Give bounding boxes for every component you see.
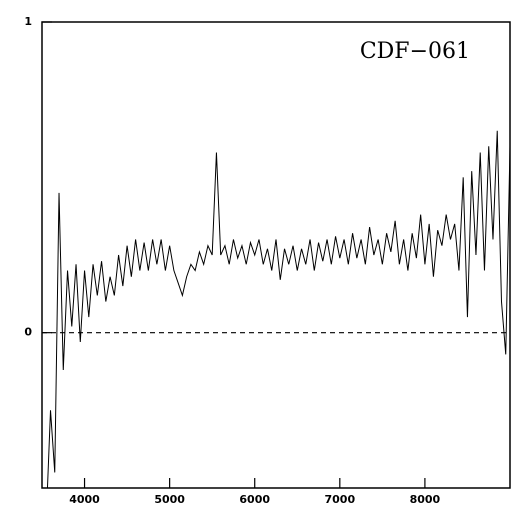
- y-tick-label: 0: [24, 326, 32, 339]
- plot-frame: [41, 21, 511, 489]
- annotation: CDF−061: [360, 39, 470, 64]
- x-tick-label: 6000: [239, 493, 270, 506]
- spectrum-line: [46, 130, 510, 488]
- x-tick-label: 5000: [154, 493, 185, 506]
- x-tick-label: 4000: [69, 493, 100, 506]
- x-tick-label: 7000: [325, 493, 356, 506]
- y-tick-label: 1: [24, 15, 32, 28]
- x-tick-label: 8000: [410, 493, 441, 506]
- plot-area: [46, 130, 510, 488]
